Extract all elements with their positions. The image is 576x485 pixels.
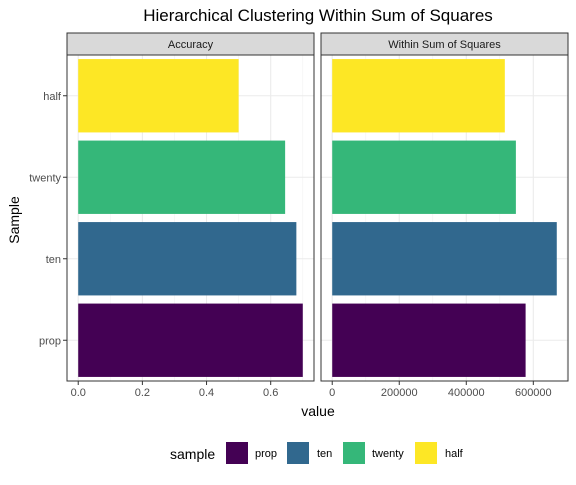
bar-half (332, 59, 505, 133)
y-tick-label: twenty (29, 172, 61, 184)
legend-item-prop: prop (226, 442, 277, 464)
bar-ten (332, 222, 557, 296)
y-tick-label: prop (39, 335, 61, 347)
x-tick-label: 400000 (448, 387, 485, 399)
y-axis-title: Sample (6, 196, 22, 244)
x-axis-title: value (301, 403, 335, 419)
legend-key (415, 442, 437, 464)
x-tick-label: 200000 (381, 387, 418, 399)
legend-item-ten: ten (287, 442, 332, 464)
x-tick-label: 0.6 (263, 387, 278, 399)
legend-label: ten (317, 448, 332, 460)
legend-label: twenty (372, 448, 404, 460)
bar-twenty (332, 140, 516, 214)
y-tick-label: half (43, 91, 62, 103)
x-tick-label: 0 (329, 387, 335, 399)
legend-item-half: half (415, 442, 464, 464)
panels: Accuracy 0.0 0.2 0.4 0.6 half twenty ten prop Wit… (29, 32, 569, 399)
x-tick-label: 0.4 (199, 387, 214, 399)
legend-label: half (445, 448, 464, 460)
panel-border (320, 54, 569, 382)
bar-ten (78, 222, 297, 296)
panel-0: Accuracy 0.0 0.2 0.4 0.6 half twenty ten prop (29, 32, 315, 399)
x-tick-label: 600000 (515, 387, 552, 399)
x-tick-label: 0.2 (135, 387, 150, 399)
panel-strip-label: Within Sum of Squares (388, 39, 501, 51)
x-tick-label: 0.0 (71, 387, 86, 399)
panel-border (66, 54, 315, 382)
bar-half (78, 59, 239, 133)
y-tick-label: ten (46, 254, 61, 266)
bar-twenty (78, 140, 286, 214)
panel-1: Within Sum of Squares 0 200000 400000 600000 (320, 32, 569, 399)
legend: sample prop ten twenty half (170, 442, 464, 464)
panel-strip-label: Accuracy (168, 39, 214, 51)
legend-key (226, 442, 248, 464)
chart-title: Hierarchical Clustering Within Sum of Sq… (143, 6, 493, 25)
legend-item-twenty: twenty (343, 442, 404, 464)
legend-label: prop (255, 448, 277, 460)
legend-title: sample (170, 446, 215, 462)
legend-key (287, 442, 309, 464)
legend-key (343, 442, 365, 464)
bar-prop (332, 303, 526, 377)
bar-prop (78, 303, 303, 377)
